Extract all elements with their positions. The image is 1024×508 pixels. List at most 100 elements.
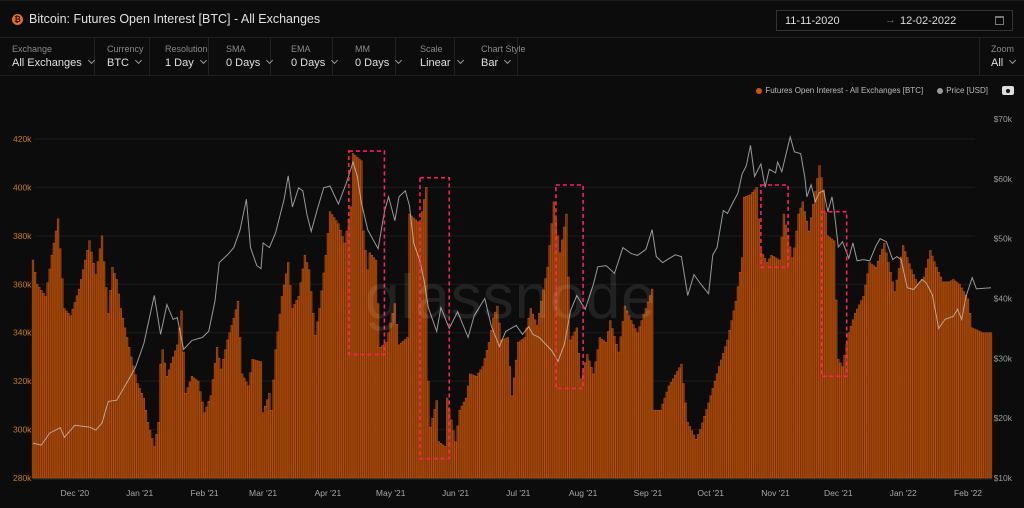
oi-bar: [163, 362, 166, 479]
oi-bar: [630, 320, 633, 479]
legend-item-open-interest[interactable]: Futures Open Interest - All Exchanges [B…: [756, 86, 923, 95]
oi-bar: [197, 380, 200, 479]
y-left-tick-label: 300k: [13, 425, 32, 435]
oi-bar: [510, 395, 514, 479]
oi-bar: [575, 327, 578, 479]
oi-bar: [759, 250, 763, 479]
oi-bar: [824, 212, 827, 479]
oi-bar: [213, 363, 217, 479]
oi-bar: [502, 338, 505, 479]
oi-bar: [548, 245, 551, 479]
oi-bar: [52, 242, 56, 479]
resolution-dropdown[interactable]: Resolution 1 Day: [150, 38, 209, 76]
oi-bar: [132, 365, 135, 479]
oi-bar: [136, 383, 139, 479]
oi-bar: [172, 356, 175, 479]
oi-bar: [805, 221, 809, 479]
oi-bar: [314, 334, 317, 479]
oi-bar: [222, 359, 225, 479]
oi-bar: [485, 350, 489, 479]
oi-bar: [617, 351, 620, 479]
oi-bar: [178, 327, 181, 479]
oi-bar: [680, 363, 683, 479]
oi-bar: [713, 380, 717, 479]
oi-bar: [234, 309, 238, 479]
sma-dropdown[interactable]: SMA 0 Days: [209, 38, 274, 76]
currency-dropdown[interactable]: Currency BTC: [95, 38, 150, 76]
oi-bar: [531, 313, 535, 479]
oi-bar: [697, 434, 700, 479]
chart-style-dropdown[interactable]: Chart Style Bar: [455, 38, 526, 76]
oi-bar: [605, 342, 608, 479]
oi-bar: [284, 273, 288, 479]
oi-bar: [230, 325, 233, 479]
oi-bar: [508, 366, 512, 479]
oi-bar: [590, 367, 593, 479]
zoom-dropdown[interactable]: Zoom All: [979, 38, 1024, 76]
oi-bar: [489, 330, 493, 479]
oi-bar: [105, 287, 108, 479]
date-from-input[interactable]: 11-11-2020: [785, 15, 840, 27]
annotation-dashed-box: [820, 210, 848, 378]
exchange-dropdown[interactable]: Exchange All Exchanges: [0, 38, 95, 76]
ema-dropdown[interactable]: EMA 0 Days: [271, 38, 339, 76]
mm-dropdown[interactable]: MM 0 Days: [333, 38, 403, 76]
oi-bar: [971, 327, 974, 479]
oi-bar: [130, 356, 133, 479]
dropdown-value: 0 Days: [291, 57, 326, 69]
camera-icon[interactable]: [1002, 86, 1014, 95]
oi-bar: [339, 229, 342, 479]
oi-bar: [121, 317, 125, 479]
scale-dropdown[interactable]: Scale Linear: [396, 38, 464, 76]
x-tick-label: Nov '21: [761, 488, 790, 498]
oi-bar: [46, 282, 49, 479]
date-range-picker[interactable]: 11-11-2020 → 12-02-2022: [776, 10, 1013, 31]
oi-bar: [195, 379, 198, 479]
oi-bar: [661, 403, 664, 479]
oi-bar: [446, 397, 449, 479]
oi-bar: [374, 259, 378, 479]
oi-bar: [443, 446, 447, 479]
oi-bar: [155, 434, 158, 479]
oi-bar: [69, 315, 72, 479]
oi-bar: [452, 430, 455, 479]
y-right-tick-label: $20k: [994, 413, 1013, 423]
oi-bar: [483, 358, 486, 479]
oi-bar: [316, 321, 319, 479]
oi-bar: [655, 409, 658, 479]
date-to-input[interactable]: 12-02-2022: [900, 15, 957, 27]
oi-bar: [887, 262, 890, 479]
legend-item-price[interactable]: Price [USD]: [937, 86, 988, 95]
oi-bar: [596, 349, 599, 479]
calendar-icon[interactable]: [995, 16, 1004, 25]
oi-bar: [157, 422, 160, 479]
oi-bar: [657, 409, 660, 479]
oi-bar: [498, 322, 501, 479]
oi-bar: [88, 240, 91, 479]
oi-bar: [864, 284, 867, 479]
oi-bar: [117, 293, 120, 479]
oi-bar: [906, 257, 909, 479]
oi-bar: [113, 273, 116, 479]
oi-bar: [320, 290, 323, 479]
oi-bar: [360, 160, 363, 479]
oi-bar: [540, 300, 543, 479]
oi-bar: [165, 376, 168, 479]
oi-bar: [44, 296, 47, 479]
oi-bar: [623, 305, 627, 479]
oi-bar: [987, 332, 991, 479]
dropdown-value: All: [991, 57, 1004, 69]
oi-bar: [182, 351, 185, 479]
x-tick-label: Jul '21: [506, 488, 531, 498]
oi-bar: [529, 308, 532, 479]
oi-bar: [519, 340, 522, 479]
oi-bar: [891, 281, 894, 479]
legend-label: Futures Open Interest - All Exchanges [B…: [765, 86, 924, 95]
oi-bar: [594, 361, 597, 479]
dropdown-label: Exchange: [12, 44, 53, 54]
oi-bar: [791, 257, 794, 479]
oi-bar: [828, 237, 832, 479]
oi-bar: [297, 296, 300, 479]
oi-bar: [734, 300, 737, 479]
oi-bar: [115, 279, 118, 479]
